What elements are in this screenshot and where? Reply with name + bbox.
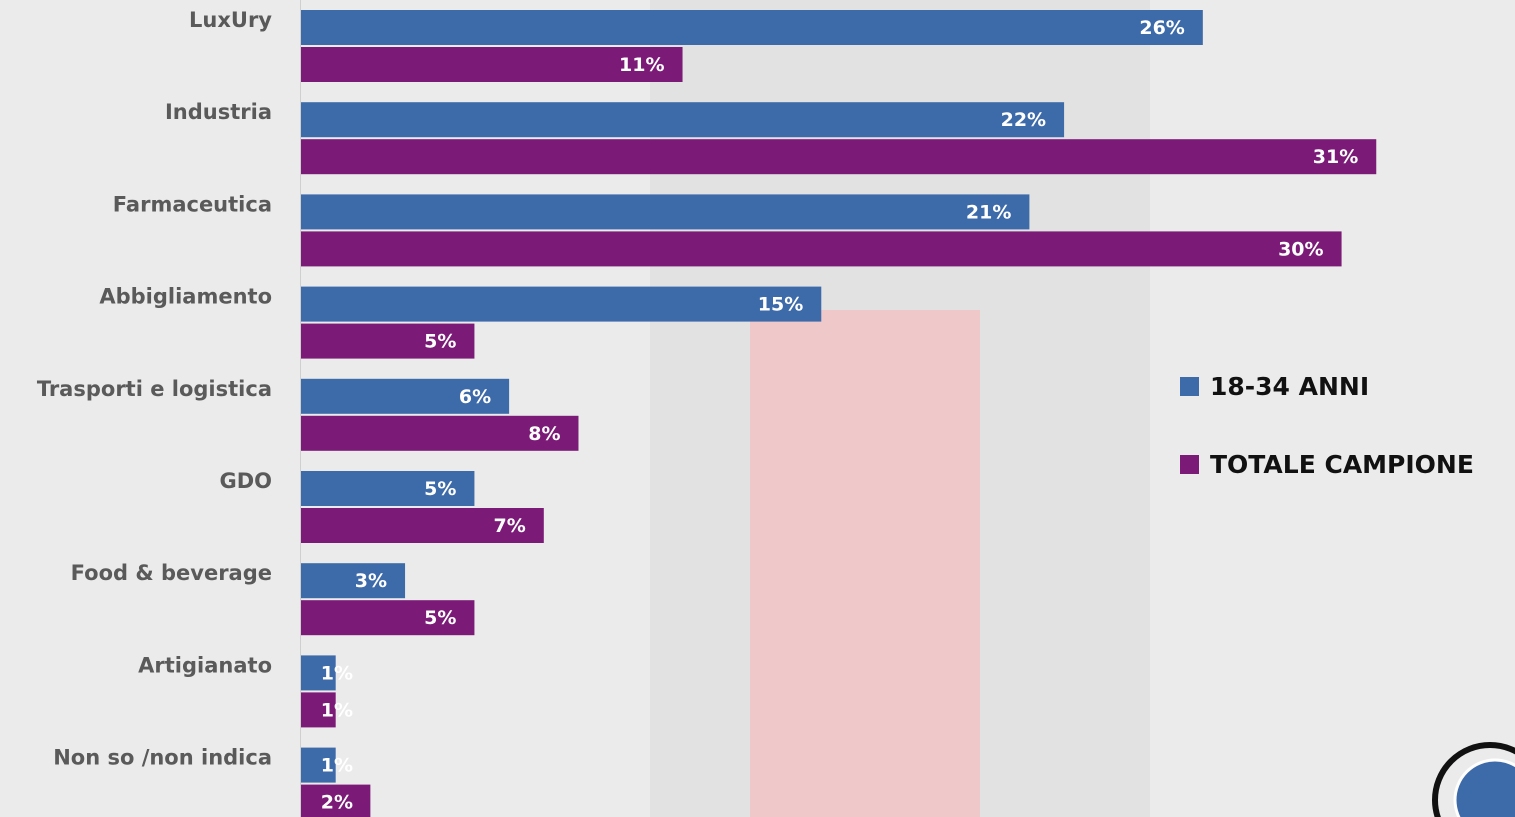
category-label: Non so /non indica (53, 746, 272, 770)
category-label: Food & beverage (71, 561, 272, 585)
value-label: 15% (758, 294, 803, 316)
value-label: 21% (966, 201, 1011, 223)
value-label: 22% (1001, 109, 1046, 131)
value-label: 8% (528, 423, 560, 445)
value-label: 1% (321, 662, 353, 684)
category-label: LuxUry (189, 8, 272, 32)
logo (1432, 742, 1515, 817)
bar (301, 378, 510, 414)
bar (301, 415, 579, 451)
bar (301, 692, 336, 728)
bar (301, 471, 475, 506)
bar (301, 102, 1065, 138)
bar (301, 47, 683, 82)
bar (301, 655, 336, 691)
bar (301, 231, 1342, 267)
value-label: 6% (459, 386, 491, 408)
bar (301, 323, 475, 359)
bar (301, 600, 475, 636)
category-label: Abbigliamento (99, 285, 272, 309)
value-label: 5% (424, 607, 456, 629)
value-label: 7% (494, 515, 526, 537)
bar (301, 563, 406, 599)
value-label: 3% (355, 570, 387, 592)
background-folder (750, 310, 980, 817)
bar (301, 139, 1377, 175)
bar (301, 784, 371, 817)
category-label: Farmaceutica (113, 192, 272, 216)
category-label: Trasporti e logistica (37, 377, 272, 401)
legend-label: 18-34 ANNI (1210, 372, 1369, 401)
category-label: Industria (165, 100, 272, 124)
bar (301, 747, 336, 783)
value-label: 31% (1313, 146, 1358, 168)
category-label: Artigianato (138, 653, 272, 677)
legend-swatch (1180, 455, 1199, 474)
value-label: 1% (321, 755, 353, 777)
value-label: 1% (321, 699, 353, 721)
bar (301, 194, 1030, 230)
value-label: 30% (1278, 238, 1323, 260)
value-label: 5% (424, 478, 456, 500)
value-label: 2% (321, 792, 353, 814)
value-label: 11% (619, 54, 664, 76)
bar (301, 508, 544, 543)
legend-swatch (1180, 377, 1199, 396)
value-label: 5% (424, 331, 456, 353)
bar (301, 286, 822, 322)
value-label: 26% (1139, 17, 1184, 39)
bar (301, 10, 1203, 45)
category-label: GDO (219, 469, 272, 493)
legend-label: TOTALE CAMPIONE (1210, 450, 1474, 479)
